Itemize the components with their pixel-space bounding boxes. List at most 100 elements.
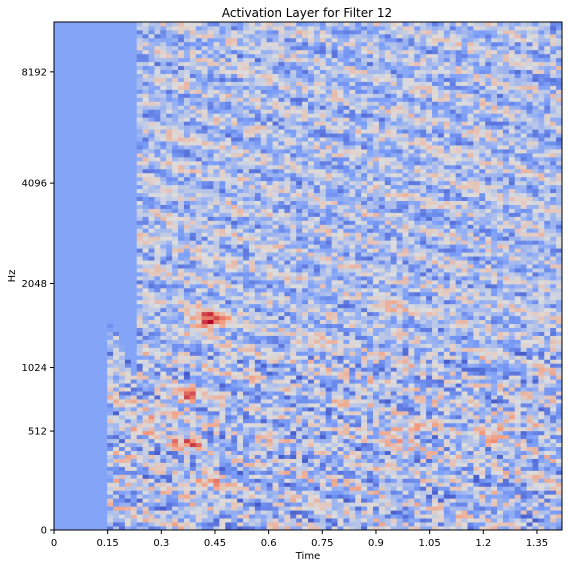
heatmap-cell — [219, 446, 226, 452]
heatmap-cell — [461, 446, 468, 452]
heatmap-cell — [461, 391, 468, 396]
heatmap-cell — [278, 466, 285, 471]
heatmap-cell — [77, 391, 84, 396]
heatmap-cell — [443, 395, 451, 400]
heatmap-cell — [243, 498, 250, 503]
heatmap-cell — [160, 307, 167, 313]
heatmap-cell — [95, 379, 102, 384]
heatmap-cell — [219, 462, 226, 467]
heatmap-cell — [284, 430, 291, 436]
heatmap-cell — [337, 494, 344, 499]
heatmap-cell — [54, 307, 61, 313]
heatmap-cell — [426, 383, 433, 388]
heatmap-cell — [219, 359, 226, 364]
heatmap-cell — [142, 323, 149, 328]
heatmap-cell — [455, 303, 462, 309]
heatmap-cell — [479, 406, 486, 412]
heatmap-cell — [508, 335, 516, 340]
heatmap-cell — [207, 466, 214, 471]
heatmap-cell — [514, 315, 522, 321]
heatmap-cell — [260, 430, 268, 436]
heatmap-cell — [550, 462, 557, 467]
heatmap-cell — [178, 442, 185, 448]
heatmap-cell — [378, 299, 386, 305]
heatmap-cell — [243, 502, 250, 507]
heatmap-cell — [361, 311, 368, 317]
heatmap-cell — [272, 383, 279, 388]
heatmap-cell — [449, 383, 457, 388]
heatmap-cell — [378, 343, 386, 348]
heatmap-cell — [461, 347, 468, 352]
heatmap-cell — [402, 442, 409, 448]
heatmap-cell — [402, 502, 409, 507]
heatmap-cell — [432, 355, 439, 360]
heatmap-cell — [308, 414, 315, 420]
heatmap-cell — [408, 502, 415, 507]
heatmap-cell — [195, 331, 203, 336]
heatmap-cell — [556, 494, 563, 499]
heatmap-cell — [254, 506, 262, 511]
heatmap-cell — [337, 498, 344, 503]
heatmap-cell — [378, 502, 386, 507]
heatmap-cell — [538, 426, 545, 432]
heatmap-cell — [302, 450, 309, 455]
heatmap-cell — [71, 335, 79, 340]
heatmap-cell — [154, 391, 161, 396]
heatmap-cell — [361, 430, 368, 436]
heatmap-cell — [319, 359, 327, 364]
heatmap-cell — [520, 363, 527, 368]
heatmap-cell — [556, 391, 563, 396]
heatmap-cell — [231, 466, 238, 471]
heatmap-cell — [95, 434, 102, 440]
heatmap-cell — [95, 387, 102, 392]
heatmap-cell — [272, 446, 279, 452]
heatmap-cell — [136, 391, 144, 396]
heatmap-cell — [355, 319, 362, 325]
heatmap-cell — [420, 526, 427, 531]
heatmap-cell — [497, 466, 504, 471]
heatmap-cell — [207, 383, 214, 388]
heatmap-cell — [201, 339, 208, 344]
heatmap-cell — [473, 430, 480, 436]
heatmap-cell — [485, 514, 492, 519]
heatmap-cell — [183, 363, 191, 368]
heatmap-cell — [160, 347, 167, 352]
heatmap-cell — [337, 399, 344, 404]
heatmap-cell — [532, 339, 539, 344]
heatmap-cell — [65, 486, 73, 491]
heatmap-cell — [432, 450, 439, 455]
heatmap-cell — [319, 327, 327, 332]
heatmap-cell — [124, 335, 132, 340]
heatmap-cell — [532, 335, 539, 340]
heatmap-cell — [296, 303, 303, 309]
heatmap-cell — [479, 478, 486, 483]
heatmap-cell — [65, 478, 73, 483]
heatmap-cell — [372, 311, 380, 317]
heatmap-cell — [378, 355, 386, 360]
heatmap-cell — [278, 331, 285, 336]
heatmap-cell — [538, 367, 545, 372]
heatmap-cell — [367, 506, 374, 511]
heatmap-cell — [118, 323, 126, 328]
heatmap-cell — [390, 347, 398, 352]
heatmap-cell — [455, 410, 462, 416]
heatmap-cell — [325, 375, 333, 380]
heatmap-cell — [296, 311, 303, 317]
heatmap-cell — [302, 311, 309, 317]
heatmap-cell — [443, 367, 451, 372]
heatmap-cell — [231, 450, 238, 455]
heatmap-cell — [213, 371, 220, 376]
heatmap-cell — [414, 458, 421, 463]
heatmap-cell — [237, 510, 244, 515]
heatmap-cell — [302, 395, 309, 400]
heatmap-cell — [278, 371, 285, 376]
heatmap-cell — [414, 347, 421, 352]
heatmap-cell — [349, 363, 356, 368]
heatmap-cell — [443, 311, 451, 317]
heatmap-cell — [130, 442, 138, 448]
heatmap-cell — [260, 498, 268, 503]
heatmap-cell — [302, 363, 309, 368]
heatmap-cell — [248, 522, 256, 527]
heatmap-cell — [154, 367, 161, 372]
heatmap-cell — [219, 351, 226, 356]
